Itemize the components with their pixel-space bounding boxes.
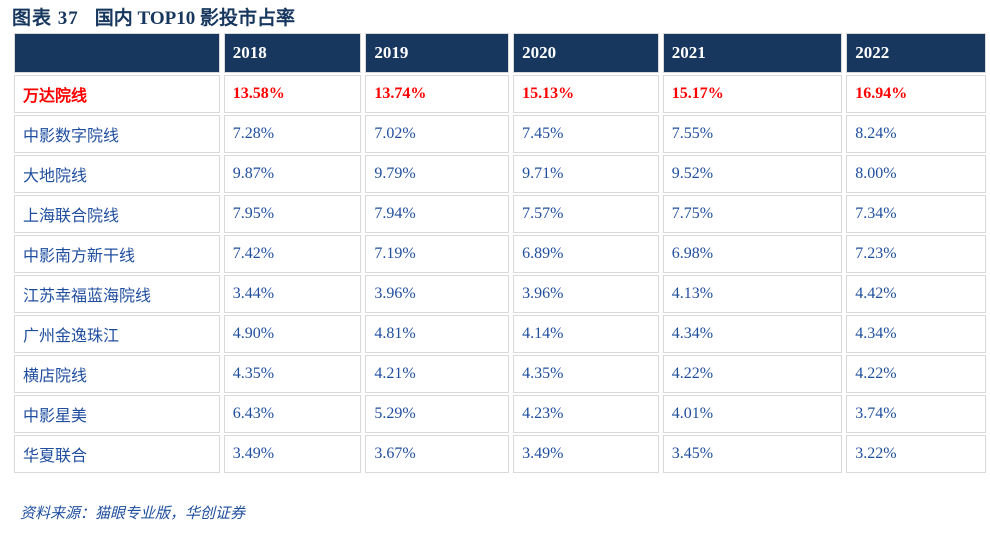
table-row: 中影星美 6.43% 5.29% 4.23% 4.01% 3.74% — [14, 395, 986, 433]
market-share-value: 4.81% — [365, 315, 510, 353]
table-row: 大地院线 9.87% 9.79% 9.71% 9.52% 8.00% — [14, 155, 986, 193]
year-column-header: 2021 — [662, 33, 843, 73]
corner-cell — [14, 33, 220, 73]
cinema-chain-name: 万达院线 — [14, 75, 220, 113]
cinema-chain-name: 中影南方新干线 — [14, 235, 220, 273]
figure-title: 图表 37 国内 TOP10 影投市占率 — [12, 3, 295, 30]
table-row: 中影数字院线 7.28% 7.02% 7.45% 7.55% 8.24% — [14, 115, 986, 153]
market-share-value: 7.02% — [365, 115, 510, 153]
market-share-value: 13.58% — [223, 75, 362, 113]
table-body: 万达院线 13.58% 13.74% 15.13% 15.17% 16.94% 中影数字院线… — [14, 75, 986, 473]
market-share-value: 9.79% — [365, 155, 510, 193]
market-share-value: 6.43% — [223, 395, 362, 433]
market-share-value: 4.34% — [846, 315, 986, 353]
market-share-value: 6.89% — [513, 235, 659, 273]
table-header-row: 2018 2019 2020 2021 2022 — [14, 33, 986, 73]
market-share-value: 15.13% — [513, 75, 659, 113]
market-share-value: 4.21% — [365, 355, 510, 393]
market-share-value: 4.01% — [662, 395, 843, 433]
market-share-value: 3.96% — [513, 275, 659, 313]
market-share-value: 13.74% — [365, 75, 510, 113]
year-column-header: 2022 — [846, 33, 986, 73]
market-share-value: 7.19% — [365, 235, 510, 273]
year-column-header: 2019 — [365, 33, 510, 73]
market-share-value: 4.90% — [223, 315, 362, 353]
figure-title-text: 国内 TOP10 影投市占率 — [94, 8, 295, 29]
market-share-value: 7.94% — [365, 195, 510, 233]
market-share-value: 4.34% — [662, 315, 843, 353]
market-share-value: 7.34% — [846, 195, 986, 233]
table-row: 中影南方新干线 7.42% 7.19% 6.89% 6.98% 7.23% — [14, 235, 986, 273]
market-share-value: 3.45% — [662, 435, 843, 473]
market-share-value: 9.71% — [513, 155, 659, 193]
market-share-value: 4.22% — [846, 355, 986, 393]
market-share-value: 8.00% — [846, 155, 986, 193]
market-share-value: 3.49% — [223, 435, 362, 473]
market-share-value: 15.17% — [662, 75, 843, 113]
market-share-value: 4.13% — [662, 275, 843, 313]
market-share-table: 2018 2019 2020 2021 2022 万达院线 13.58% 13.74% 15.… — [10, 31, 990, 475]
cinema-chain-name: 大地院线 — [14, 155, 220, 193]
market-share-value: 7.28% — [223, 115, 362, 153]
market-share-value: 4.23% — [513, 395, 659, 433]
market-share-value: 3.74% — [846, 395, 986, 433]
table-row: 上海联合院线 7.95% 7.94% 7.57% 7.75% 7.34% — [14, 195, 986, 233]
figure-number: 图表 37 — [12, 8, 79, 29]
market-share-value: 9.52% — [662, 155, 843, 193]
source-note: 资料来源：猫眼专业版，华创证券 — [20, 506, 246, 522]
year-column-header: 2020 — [513, 33, 659, 73]
table-row: 江苏幸福蓝海院线 3.44% 3.96% 3.96% 4.13% 4.42% — [14, 275, 986, 313]
table-row: 横店院线 4.35% 4.21% 4.35% 4.22% 4.22% — [14, 355, 986, 393]
market-share-value: 4.42% — [846, 275, 986, 313]
year-column-header: 2018 — [223, 33, 362, 73]
cinema-chain-name: 华夏联合 — [14, 435, 220, 473]
market-share-value: 3.96% — [365, 275, 510, 313]
market-share-value: 7.42% — [223, 235, 362, 273]
market-share-value: 9.87% — [223, 155, 362, 193]
table-row: 广州金逸珠江 4.90% 4.81% 4.14% 4.34% 4.34% — [14, 315, 986, 353]
market-share-value: 4.35% — [223, 355, 362, 393]
cinema-chain-name: 江苏幸福蓝海院线 — [14, 275, 220, 313]
cinema-chain-name: 中影星美 — [14, 395, 220, 433]
market-share-value: 5.29% — [365, 395, 510, 433]
market-share-value: 8.24% — [846, 115, 986, 153]
market-share-value: 7.23% — [846, 235, 986, 273]
table-row: 华夏联合 3.49% 3.67% 3.49% 3.45% 3.22% — [14, 435, 986, 473]
market-share-value: 3.67% — [365, 435, 510, 473]
market-share-value: 7.45% — [513, 115, 659, 153]
cinema-chain-name: 上海联合院线 — [14, 195, 220, 233]
cinema-chain-name: 中影数字院线 — [14, 115, 220, 153]
market-share-value: 3.49% — [513, 435, 659, 473]
market-share-value: 7.55% — [662, 115, 843, 153]
cinema-chain-name: 广州金逸珠江 — [14, 315, 220, 353]
market-share-value: 16.94% — [846, 75, 986, 113]
market-share-value: 7.57% — [513, 195, 659, 233]
table-row: 万达院线 13.58% 13.74% 15.13% 15.17% 16.94% — [14, 75, 986, 113]
market-share-value: 3.22% — [846, 435, 986, 473]
market-share-value: 4.22% — [662, 355, 843, 393]
market-share-value: 4.14% — [513, 315, 659, 353]
market-share-value: 3.44% — [223, 275, 362, 313]
market-share-value: 7.75% — [662, 195, 843, 233]
market-share-value: 7.95% — [223, 195, 362, 233]
market-share-value: 4.35% — [513, 355, 659, 393]
market-share-value: 6.98% — [662, 235, 843, 273]
cinema-chain-name: 横店院线 — [14, 355, 220, 393]
